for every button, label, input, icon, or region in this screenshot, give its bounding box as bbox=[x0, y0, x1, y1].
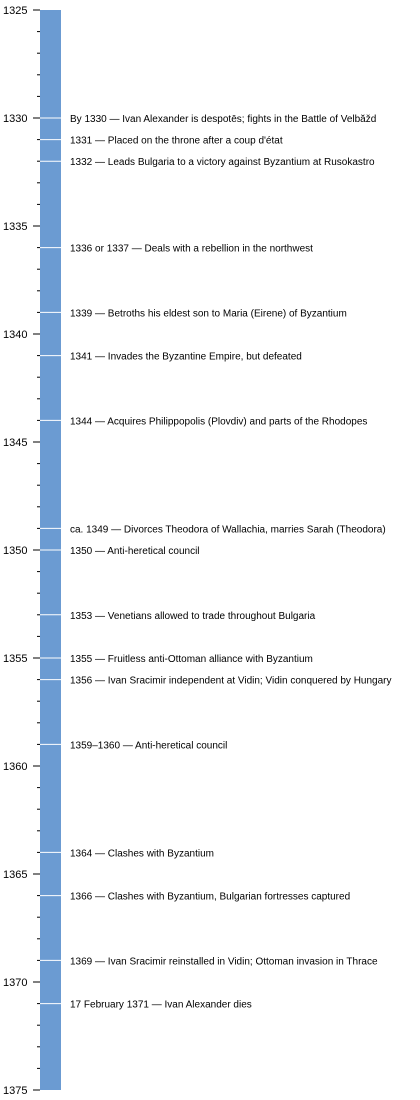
event-label: 1355 — Fruitless anti-Ottoman alliance w… bbox=[70, 654, 313, 665]
event-label: 1353 — Venetians allowed to trade throug… bbox=[70, 611, 316, 622]
year-label: 1355 bbox=[3, 653, 27, 665]
year-label: 1360 bbox=[3, 761, 27, 773]
year-label: 1350 bbox=[3, 545, 27, 557]
event-label: 1332 — Leads Bulgaria to a victory again… bbox=[70, 157, 375, 168]
event-lines bbox=[40, 117, 61, 1005]
year-label: 1340 bbox=[3, 329, 27, 341]
year-label: 1375 bbox=[3, 1085, 27, 1097]
event-label: 1339 — Betroths his eldest son to Maria … bbox=[70, 308, 347, 319]
event-label: 1341 — Invades the Byzantine Empire, but… bbox=[70, 352, 302, 363]
year-label: 1345 bbox=[3, 437, 27, 449]
year-label: 1335 bbox=[3, 221, 27, 233]
event-label: ca. 1349 — Divorces Theodora of Wallachi… bbox=[70, 524, 386, 535]
event-label: 1336 or 1337 — Deals with a rebellion in… bbox=[70, 244, 313, 255]
event-label: 1359–1360 — Anti-heretical council bbox=[70, 740, 227, 751]
year-label: 1325 bbox=[3, 5, 27, 17]
minor-ticks bbox=[37, 31, 40, 1069]
major-ticks bbox=[33, 9, 40, 1091]
year-labels: 1325 1330 1335 1340 1345 1350 1355 1360 1365 1370… bbox=[3, 5, 27, 1097]
year-label: 1370 bbox=[3, 977, 27, 989]
event-label: By 1330 — Ivan Alexander is despotēs; fi… bbox=[70, 114, 376, 125]
event-labels: By 1330 — Ivan Alexander is despotēs; fi… bbox=[70, 114, 392, 1011]
event-label: 1350 — Anti-heretical council bbox=[70, 546, 200, 557]
event-label: 1344 — Acquires Philippopolis (Plovdiv) … bbox=[70, 416, 367, 427]
event-label: 1369 — Ivan Sracimir reinstalled in Vidi… bbox=[70, 956, 378, 967]
event-label: 17 February 1371 — Ivan Alexander dies bbox=[70, 1000, 252, 1011]
event-label: 1356 — Ivan Sracimir independent at Vidi… bbox=[70, 676, 392, 687]
year-label: 1330 bbox=[3, 113, 27, 125]
event-label: 1366 — Clashes with Byzantium, Bulgarian… bbox=[70, 892, 350, 903]
event-label: 1364 — Clashes with Byzantium bbox=[70, 848, 214, 859]
event-label: 1331 — Placed on the throne after a coup… bbox=[70, 136, 283, 147]
year-label: 1365 bbox=[3, 869, 27, 881]
